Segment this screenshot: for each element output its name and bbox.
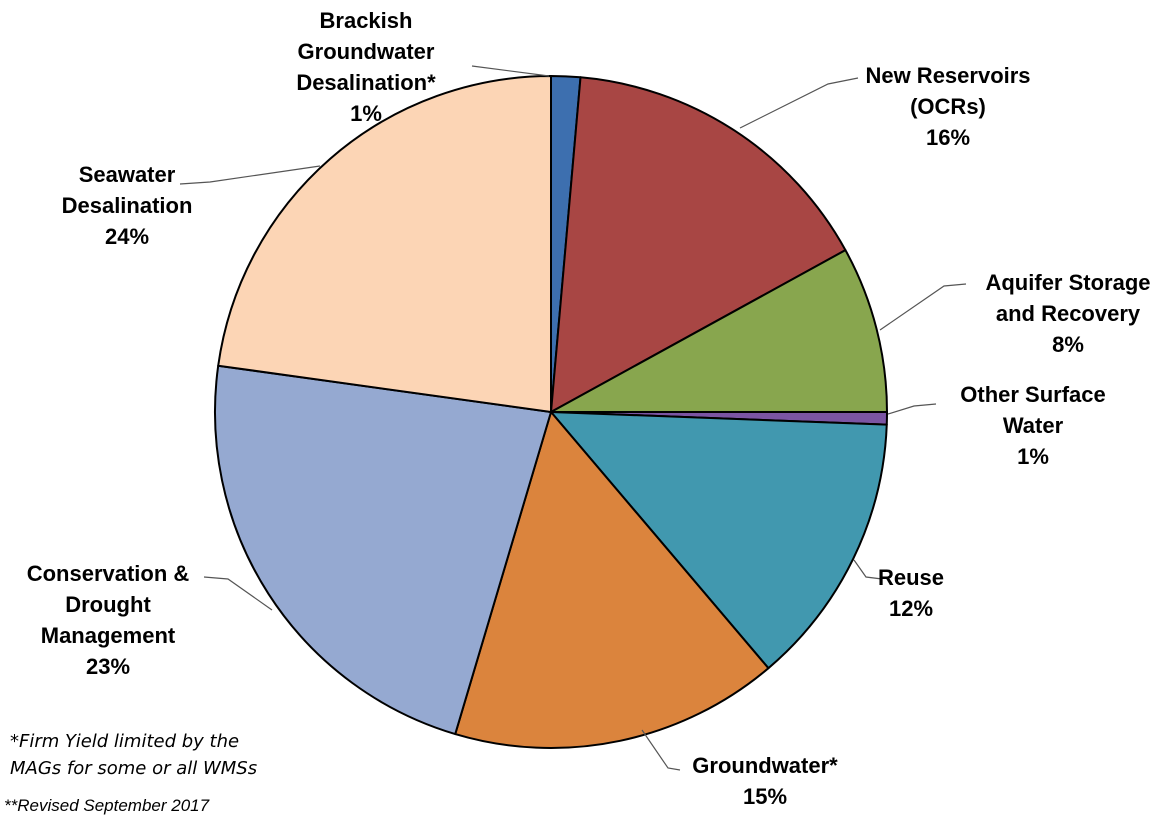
slice-percent: 1% — [350, 101, 382, 126]
slice-label-line: (OCRs) — [910, 94, 986, 119]
slice-label-line: Management — [41, 623, 176, 648]
slice-percent: 8% — [1052, 332, 1084, 357]
slice-percent: 24% — [105, 224, 149, 249]
slice-label-line: Conservation & — [27, 561, 190, 586]
slice-label-line: Aquifer Storage — [985, 270, 1150, 295]
slice-label: Aquifer Storage and Recovery 8% — [985, 270, 1150, 357]
revised-note: **Revised September 2017 — [4, 796, 210, 815]
slice-label-line: Desalination* — [296, 70, 436, 95]
slice-label-line: Drought — [65, 592, 151, 617]
leader-line — [471, 65, 550, 77]
slice-label: Groundwater* 15% — [692, 753, 838, 809]
leader-line — [179, 165, 321, 185]
leader-line — [853, 559, 883, 580]
slice-labels: Brackish Groundwater Desalination* 1% New Re… — [27, 8, 1151, 809]
pie-slice — [454, 411, 770, 749]
slice-label: New Reservoirs (OCRs) 16% — [865, 63, 1030, 150]
slice-label-line: Reuse — [878, 565, 944, 590]
slice-label-line: Seawater — [79, 162, 176, 187]
pie-slice — [217, 75, 552, 413]
leader-line — [203, 576, 273, 611]
slice-percent: 16% — [926, 125, 970, 150]
leader-line — [641, 729, 681, 771]
leader-line — [739, 77, 859, 129]
footnote-line-2: MAGs for some or all WMSs — [10, 758, 258, 779]
slice-percent: 15% — [743, 784, 787, 809]
slice-label: Conservation & Drought Management 23% — [27, 561, 190, 679]
pie-slice — [550, 76, 847, 413]
leader-line — [879, 283, 967, 331]
slice-label-line: Water — [1003, 413, 1064, 438]
slice-label-line: and Recovery — [996, 301, 1141, 326]
slice-percent: 23% — [86, 654, 130, 679]
pie-slices — [213, 75, 888, 749]
leader-line — [887, 403, 937, 415]
leader-lines — [179, 65, 967, 771]
slice-label-line: Groundwater — [298, 39, 435, 64]
slice-label-line: Groundwater* — [692, 753, 838, 778]
slice-percent: 12% — [889, 596, 933, 621]
slice-label: Brackish Groundwater Desalination* 1% — [296, 8, 436, 126]
slice-label: Reuse 12% — [878, 565, 944, 621]
slice-label-line: Desalination — [62, 193, 193, 218]
footnote-line-1: *Firm Yield limited by the — [10, 731, 240, 752]
slice-label-line: Brackish — [320, 8, 413, 33]
footnote: *Firm Yield limited by the MAGs for some… — [10, 728, 257, 782]
pie-slice — [213, 364, 552, 736]
slice-label: Seawater Desalination 24% — [62, 162, 193, 249]
slice-label-line: New Reservoirs — [865, 63, 1030, 88]
pie-slice — [550, 249, 888, 413]
slice-label: Other Surface Water 1% — [960, 382, 1106, 469]
slice-percent: 1% — [1017, 444, 1049, 469]
slice-label-line: Other Surface — [960, 382, 1106, 407]
pie-slice — [550, 411, 888, 670]
